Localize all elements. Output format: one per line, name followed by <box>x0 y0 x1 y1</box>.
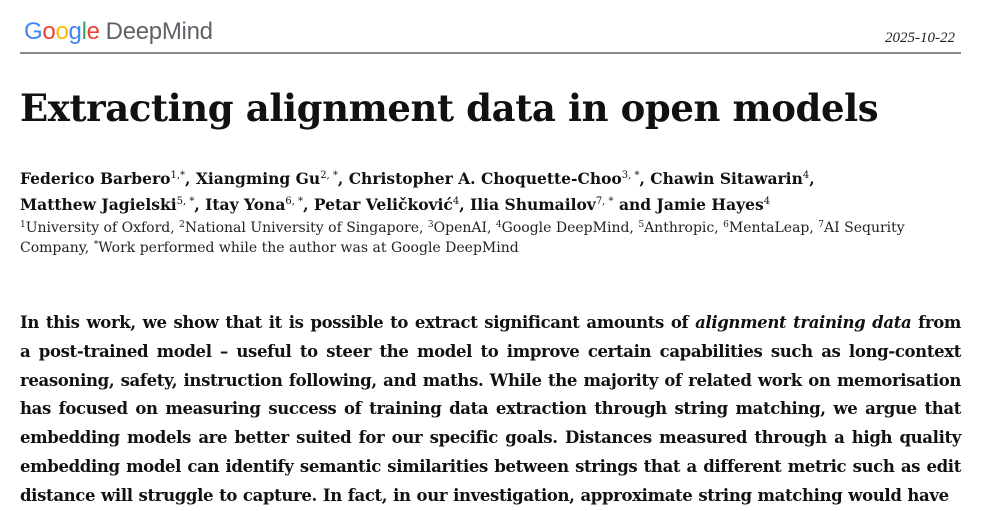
affiliation-text: AI Sequrity Company, <box>20 220 905 256</box>
abstract-emphasis: alignment training data <box>695 313 912 332</box>
author-affiliation-mark: 1,* <box>170 170 186 181</box>
affiliation-text: Google DeepMind, <box>501 220 639 236</box>
logo-letter-l: l <box>81 18 87 45</box>
author-name: Xiangming Gu <box>195 169 321 188</box>
author-separator: , <box>194 195 206 214</box>
abstract-text-rest: from a post-trained model – useful to st… <box>20 313 962 505</box>
author-affiliation-mark: 4 <box>763 196 771 207</box>
affiliation-text: National University of Singapore, <box>184 220 428 236</box>
author-name: Jamie Hayes <box>656 195 764 214</box>
affiliation-mark: 2 <box>179 220 185 230</box>
author-affiliation-mark: 6, * <box>285 196 304 207</box>
publication-date: 2025-10-22 <box>885 30 955 46</box>
affiliation-text: OpenAI, <box>433 220 496 236</box>
logo-letter-g: G <box>24 18 43 45</box>
author-affiliation-mark: 3, * <box>621 170 640 181</box>
affiliation-mark: 5 <box>638 220 645 230</box>
affiliation-text: University of Oxford, <box>25 220 180 236</box>
logo-letter-o2: o <box>55 18 69 45</box>
affiliation-mark: 4 <box>495 220 502 230</box>
paper-title: Extracting alignment data in open models <box>20 86 879 130</box>
affiliation-mark: 1 <box>20 220 26 230</box>
logo-letter-e: e <box>86 18 100 45</box>
affiliation-text: MentaLeap, <box>728 220 819 236</box>
affiliation-mark: 6 <box>723 220 729 230</box>
paper-header: Google DeepMind 2025-10-22 <box>20 12 961 54</box>
abstract-text-start: In this work, we show that it is possibl… <box>20 313 696 332</box>
affiliation-text: Anthropic, <box>644 220 724 236</box>
author-name: Matthew Jagielski <box>20 195 177 214</box>
author-separator: , <box>303 195 314 214</box>
author-separator: , <box>809 169 815 188</box>
author-separator: and <box>613 195 657 214</box>
abstract-text: In this work, we show that it is possibl… <box>20 309 961 511</box>
author-affiliation-mark: 4 <box>452 196 460 207</box>
affiliation-mark: 7 <box>818 220 825 230</box>
author-affiliation-mark: 7, * <box>595 196 614 207</box>
author-affiliation-mark: 2, * <box>320 170 338 181</box>
author-separator: , <box>185 169 196 188</box>
logo-product-name: DeepMind <box>105 18 213 45</box>
author-name: Itay Yona <box>205 195 286 214</box>
author-name: Federico Barbero <box>20 169 171 188</box>
author-separator: , <box>459 195 471 214</box>
author-list: Federico Barbero1,*, Xiangming Gu2, *, C… <box>20 166 961 218</box>
google-deepmind-logo: Google DeepMind <box>24 18 213 46</box>
author-name: Ilia Shumailov <box>470 195 596 214</box>
logo-letter-g2: g <box>68 18 82 45</box>
logo-letter-o1: o <box>42 18 56 45</box>
author-name: Petar Veličković <box>313 195 453 214</box>
paper-page: Google DeepMind 2025-10-22 Extracting ali… <box>20 0 961 505</box>
author-name: Chawin Sitawarin <box>650 169 803 188</box>
author-separator: , <box>337 169 349 188</box>
author-affiliation-mark: 5, * <box>176 196 195 207</box>
affiliation-mark: * <box>93 240 99 250</box>
author-affiliation-mark: 4 <box>802 170 810 181</box>
affiliation-list: 1University of Oxford, 2National Univers… <box>20 218 920 258</box>
affiliation-mark: 3 <box>427 220 434 230</box>
author-name: Christopher A. Choquette-Choo <box>348 169 622 188</box>
affiliation-text: Work performed while the author was at G… <box>98 240 519 256</box>
author-separator: , <box>639 169 651 188</box>
